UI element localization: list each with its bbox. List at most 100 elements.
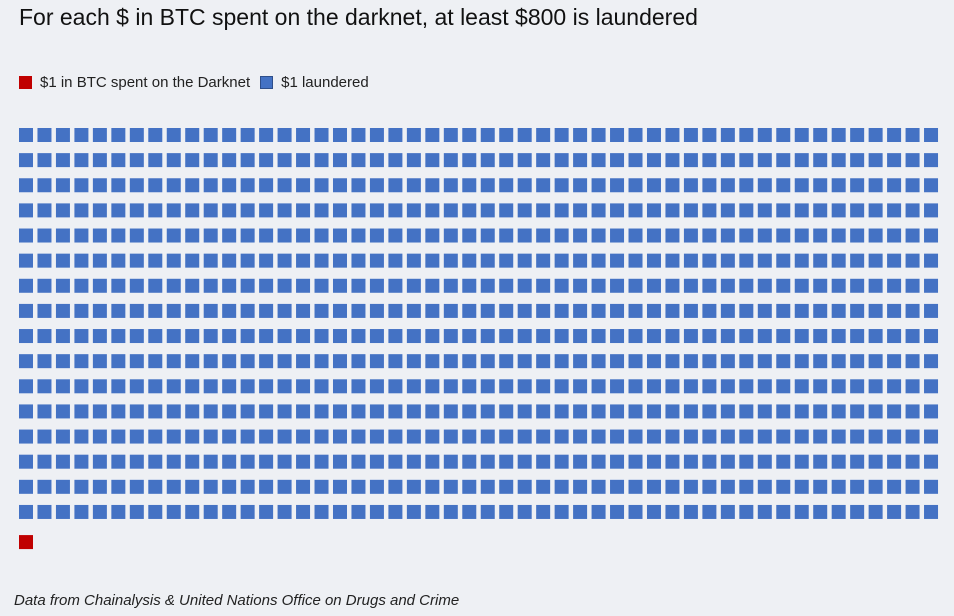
- waffle-square-laundered: [425, 379, 440, 394]
- waffle-square-laundered: [683, 329, 698, 344]
- waffle-square-laundered: [37, 128, 52, 142]
- waffle-square-laundered: [443, 479, 458, 494]
- waffle-square-laundered: [499, 203, 514, 218]
- waffle-square-laundered: [924, 354, 939, 369]
- waffle-square-laundered: [406, 404, 421, 419]
- waffle-square-laundered: [610, 354, 625, 369]
- waffle-square-laundered: [332, 329, 347, 344]
- waffle-square-laundered: [757, 178, 772, 193]
- waffle-square-laundered: [702, 178, 717, 193]
- waffle-square-laundered: [868, 278, 883, 293]
- waffle-square-laundered: [148, 504, 163, 519]
- waffle-square-laundered: [296, 429, 311, 444]
- waffle-square-laundered: [296, 454, 311, 469]
- waffle-square-laundered: [406, 329, 421, 344]
- waffle-square-laundered: [905, 278, 920, 293]
- waffle-square-laundered: [296, 404, 311, 419]
- waffle-square-laundered: [443, 203, 458, 218]
- waffle-square-laundered: [868, 504, 883, 519]
- waffle-square-laundered: [517, 153, 532, 168]
- waffle-square-laundered: [166, 429, 181, 444]
- waffle-square-laundered: [92, 504, 107, 519]
- waffle-square-laundered: [646, 479, 661, 494]
- waffle-square-laundered: [850, 379, 865, 394]
- waffle-square-laundered: [776, 178, 791, 193]
- waffle-square-laundered: [646, 253, 661, 268]
- waffle-square-laundered: [887, 303, 902, 318]
- waffle-square-laundered: [794, 379, 809, 394]
- waffle-square-laundered: [369, 228, 384, 243]
- waffle-square-laundered: [111, 379, 126, 394]
- waffle-square-laundered: [868, 228, 883, 243]
- waffle-square-laundered: [794, 128, 809, 142]
- waffle-square-laundered: [517, 253, 532, 268]
- waffle-square-laundered: [185, 228, 200, 243]
- waffle-square-laundered: [831, 278, 846, 293]
- waffle-square-laundered: [240, 203, 255, 218]
- waffle-square-laundered: [813, 178, 828, 193]
- waffle-square-laundered: [850, 479, 865, 494]
- legend-label-darknet: $1 in BTC spent on the Darknet: [40, 74, 251, 91]
- waffle-square-laundered: [166, 128, 181, 142]
- waffle-square-laundered: [702, 404, 717, 419]
- waffle-square-laundered: [185, 128, 200, 142]
- waffle-square-laundered: [499, 303, 514, 318]
- waffle-square-laundered: [222, 404, 237, 419]
- waffle-square-laundered: [776, 454, 791, 469]
- waffle-square-laundered: [739, 379, 754, 394]
- waffle-square-laundered: [517, 329, 532, 344]
- waffle-square-laundered: [757, 479, 772, 494]
- waffle-square-laundered: [757, 128, 772, 142]
- waffle-square-laundered: [850, 278, 865, 293]
- waffle-square-laundered: [905, 203, 920, 218]
- waffle-square-laundered: [924, 203, 939, 218]
- waffle-square-laundered: [388, 278, 403, 293]
- waffle-square-laundered: [480, 203, 495, 218]
- waffle-square-laundered: [720, 228, 735, 243]
- waffle-square-laundered: [702, 303, 717, 318]
- waffle-square-laundered: [554, 479, 569, 494]
- waffle-square-laundered: [92, 454, 107, 469]
- waffle-square-laundered: [499, 253, 514, 268]
- waffle-square-laundered: [425, 203, 440, 218]
- waffle-square-laundered: [443, 354, 458, 369]
- waffle-square-laundered: [610, 178, 625, 193]
- waffle-square-laundered: [111, 354, 126, 369]
- waffle-square-laundered: [610, 203, 625, 218]
- legend: $1 in BTC spent on the Darknet $1 launde…: [19, 74, 379, 91]
- waffle-square-laundered: [480, 329, 495, 344]
- waffle-square-laundered: [665, 153, 680, 168]
- waffle-square-laundered: [868, 354, 883, 369]
- waffle-square-laundered: [628, 278, 643, 293]
- waffle-square-laundered: [646, 454, 661, 469]
- waffle-square-laundered: [314, 404, 329, 419]
- waffle-square-laundered: [222, 278, 237, 293]
- waffle-square-laundered: [222, 479, 237, 494]
- waffle-square-laundered: [92, 354, 107, 369]
- waffle-square-laundered: [646, 303, 661, 318]
- waffle-square-laundered: [185, 429, 200, 444]
- waffle-square-laundered: [591, 454, 606, 469]
- waffle-square-laundered: [757, 354, 772, 369]
- waffle-square-laundered: [683, 404, 698, 419]
- waffle-square-laundered: [757, 429, 772, 444]
- waffle-square-laundered: [739, 329, 754, 344]
- waffle-square-laundered: [166, 454, 181, 469]
- waffle-square-laundered: [406, 228, 421, 243]
- waffle-square-laundered: [462, 228, 477, 243]
- waffle-square-laundered: [55, 253, 70, 268]
- waffle-square-laundered: [277, 354, 292, 369]
- waffle-square-laundered: [536, 404, 551, 419]
- waffle-square-laundered: [536, 354, 551, 369]
- waffle-square-laundered: [37, 429, 52, 444]
- waffle-square-laundered: [259, 329, 274, 344]
- waffle-square-laundered: [776, 479, 791, 494]
- waffle-square-laundered: [148, 178, 163, 193]
- waffle-square-laundered: [74, 329, 89, 344]
- waffle-square-laundered: [332, 429, 347, 444]
- waffle-square-laundered: [702, 454, 717, 469]
- waffle-square-laundered: [517, 203, 532, 218]
- waffle-square-laundered: [794, 329, 809, 344]
- waffle-square-laundered: [277, 404, 292, 419]
- waffle-square-laundered: [831, 354, 846, 369]
